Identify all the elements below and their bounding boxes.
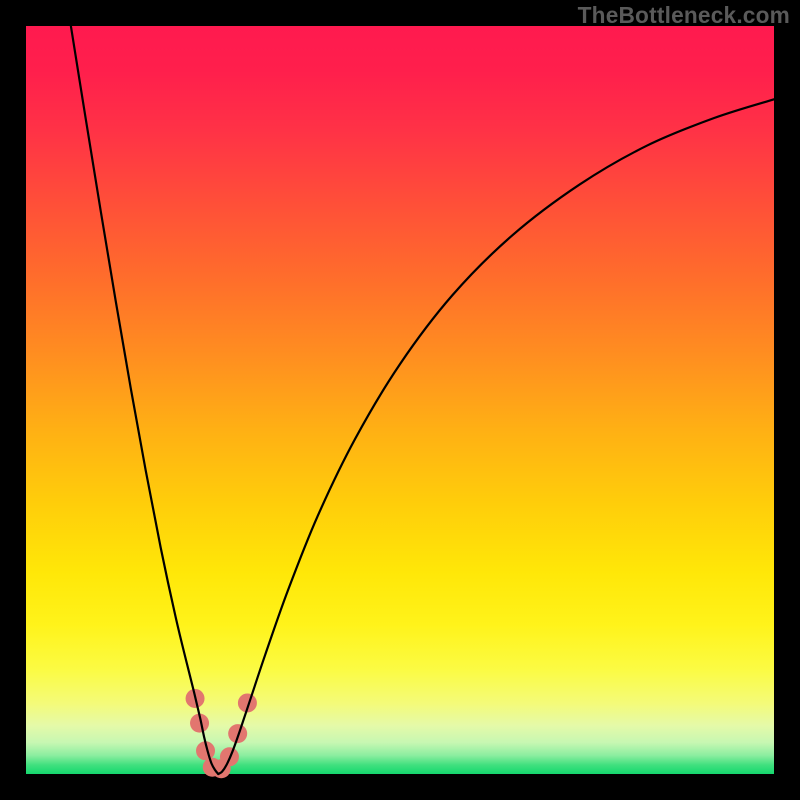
watermark-text: TheBottleneck.com bbox=[578, 2, 790, 29]
bottleneck-curve-path bbox=[71, 26, 218, 774]
bottleneck-curve-path-right bbox=[218, 99, 774, 774]
chart-frame: TheBottleneck.com bbox=[0, 0, 800, 800]
curve-layer bbox=[26, 26, 774, 774]
plot-area bbox=[26, 26, 774, 774]
